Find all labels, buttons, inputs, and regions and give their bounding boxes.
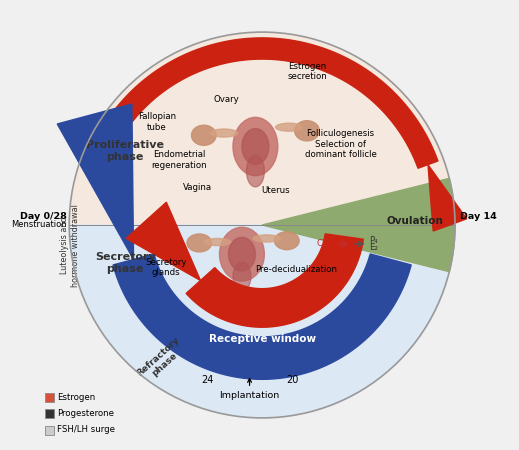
Bar	[45, 393, 53, 402]
Ellipse shape	[295, 121, 319, 141]
Text: Menstruation: Menstruation	[11, 220, 67, 229]
Text: Vagina: Vagina	[183, 183, 212, 192]
Text: Estrogen: Estrogen	[57, 393, 95, 402]
Polygon shape	[103, 38, 438, 168]
Ellipse shape	[228, 237, 255, 271]
Ellipse shape	[276, 123, 303, 131]
Text: Proliferative
phase: Proliferative phase	[86, 140, 165, 162]
Text: Implantation: Implantation	[220, 378, 280, 400]
Text: Fallopian
tube: Fallopian tube	[138, 112, 176, 131]
Polygon shape	[186, 234, 363, 327]
Text: Folliculogenesis
Selection of
dominant follicle: Folliculogenesis Selection of dominant f…	[305, 129, 377, 159]
Text: Day 0/28: Day 0/28	[20, 212, 67, 221]
Text: CL: CL	[317, 239, 327, 248]
Polygon shape	[428, 165, 467, 231]
Ellipse shape	[192, 125, 216, 145]
Ellipse shape	[211, 129, 238, 137]
Text: Estrogen
secretion: Estrogen secretion	[287, 62, 327, 81]
Text: Ovulation: Ovulation	[386, 216, 443, 225]
Polygon shape	[113, 254, 411, 379]
Text: Pre-decidualization: Pre-decidualization	[255, 266, 337, 274]
Polygon shape	[57, 104, 133, 260]
Ellipse shape	[233, 117, 278, 176]
Ellipse shape	[247, 155, 264, 187]
Text: Secretory
glands: Secretory glands	[145, 258, 186, 277]
Ellipse shape	[204, 238, 231, 246]
Text: E₂: E₂	[369, 243, 378, 252]
Text: Receptive window: Receptive window	[209, 334, 316, 344]
Polygon shape	[262, 178, 455, 272]
Text: Refractory
phase: Refractory phase	[134, 335, 188, 386]
Wedge shape	[69, 225, 455, 418]
Text: Progesterone: Progesterone	[57, 409, 114, 418]
Wedge shape	[69, 32, 455, 225]
Ellipse shape	[275, 232, 299, 250]
Ellipse shape	[220, 227, 264, 281]
Text: Luteolysis and
hormone withdrawal: Luteolysis and hormone withdrawal	[60, 204, 80, 287]
Text: P₄: P₄	[369, 236, 377, 245]
Polygon shape	[126, 202, 200, 280]
Ellipse shape	[242, 129, 269, 164]
Text: FSH/LH surge: FSH/LH surge	[57, 425, 115, 434]
Text: Endometrial
regeneration: Endometrial regeneration	[152, 150, 207, 170]
Text: Uterus: Uterus	[261, 185, 290, 194]
Ellipse shape	[187, 234, 212, 252]
Text: Day 14: Day 14	[459, 212, 496, 221]
Bar	[45, 426, 53, 435]
Text: 20: 20	[286, 375, 298, 385]
Ellipse shape	[233, 262, 251, 291]
Text: Ovary: Ovary	[213, 95, 239, 104]
Text: Secretory
phase: Secretory phase	[95, 252, 156, 274]
Bar	[45, 410, 53, 418]
Text: 24: 24	[201, 375, 214, 385]
Ellipse shape	[253, 235, 280, 242]
